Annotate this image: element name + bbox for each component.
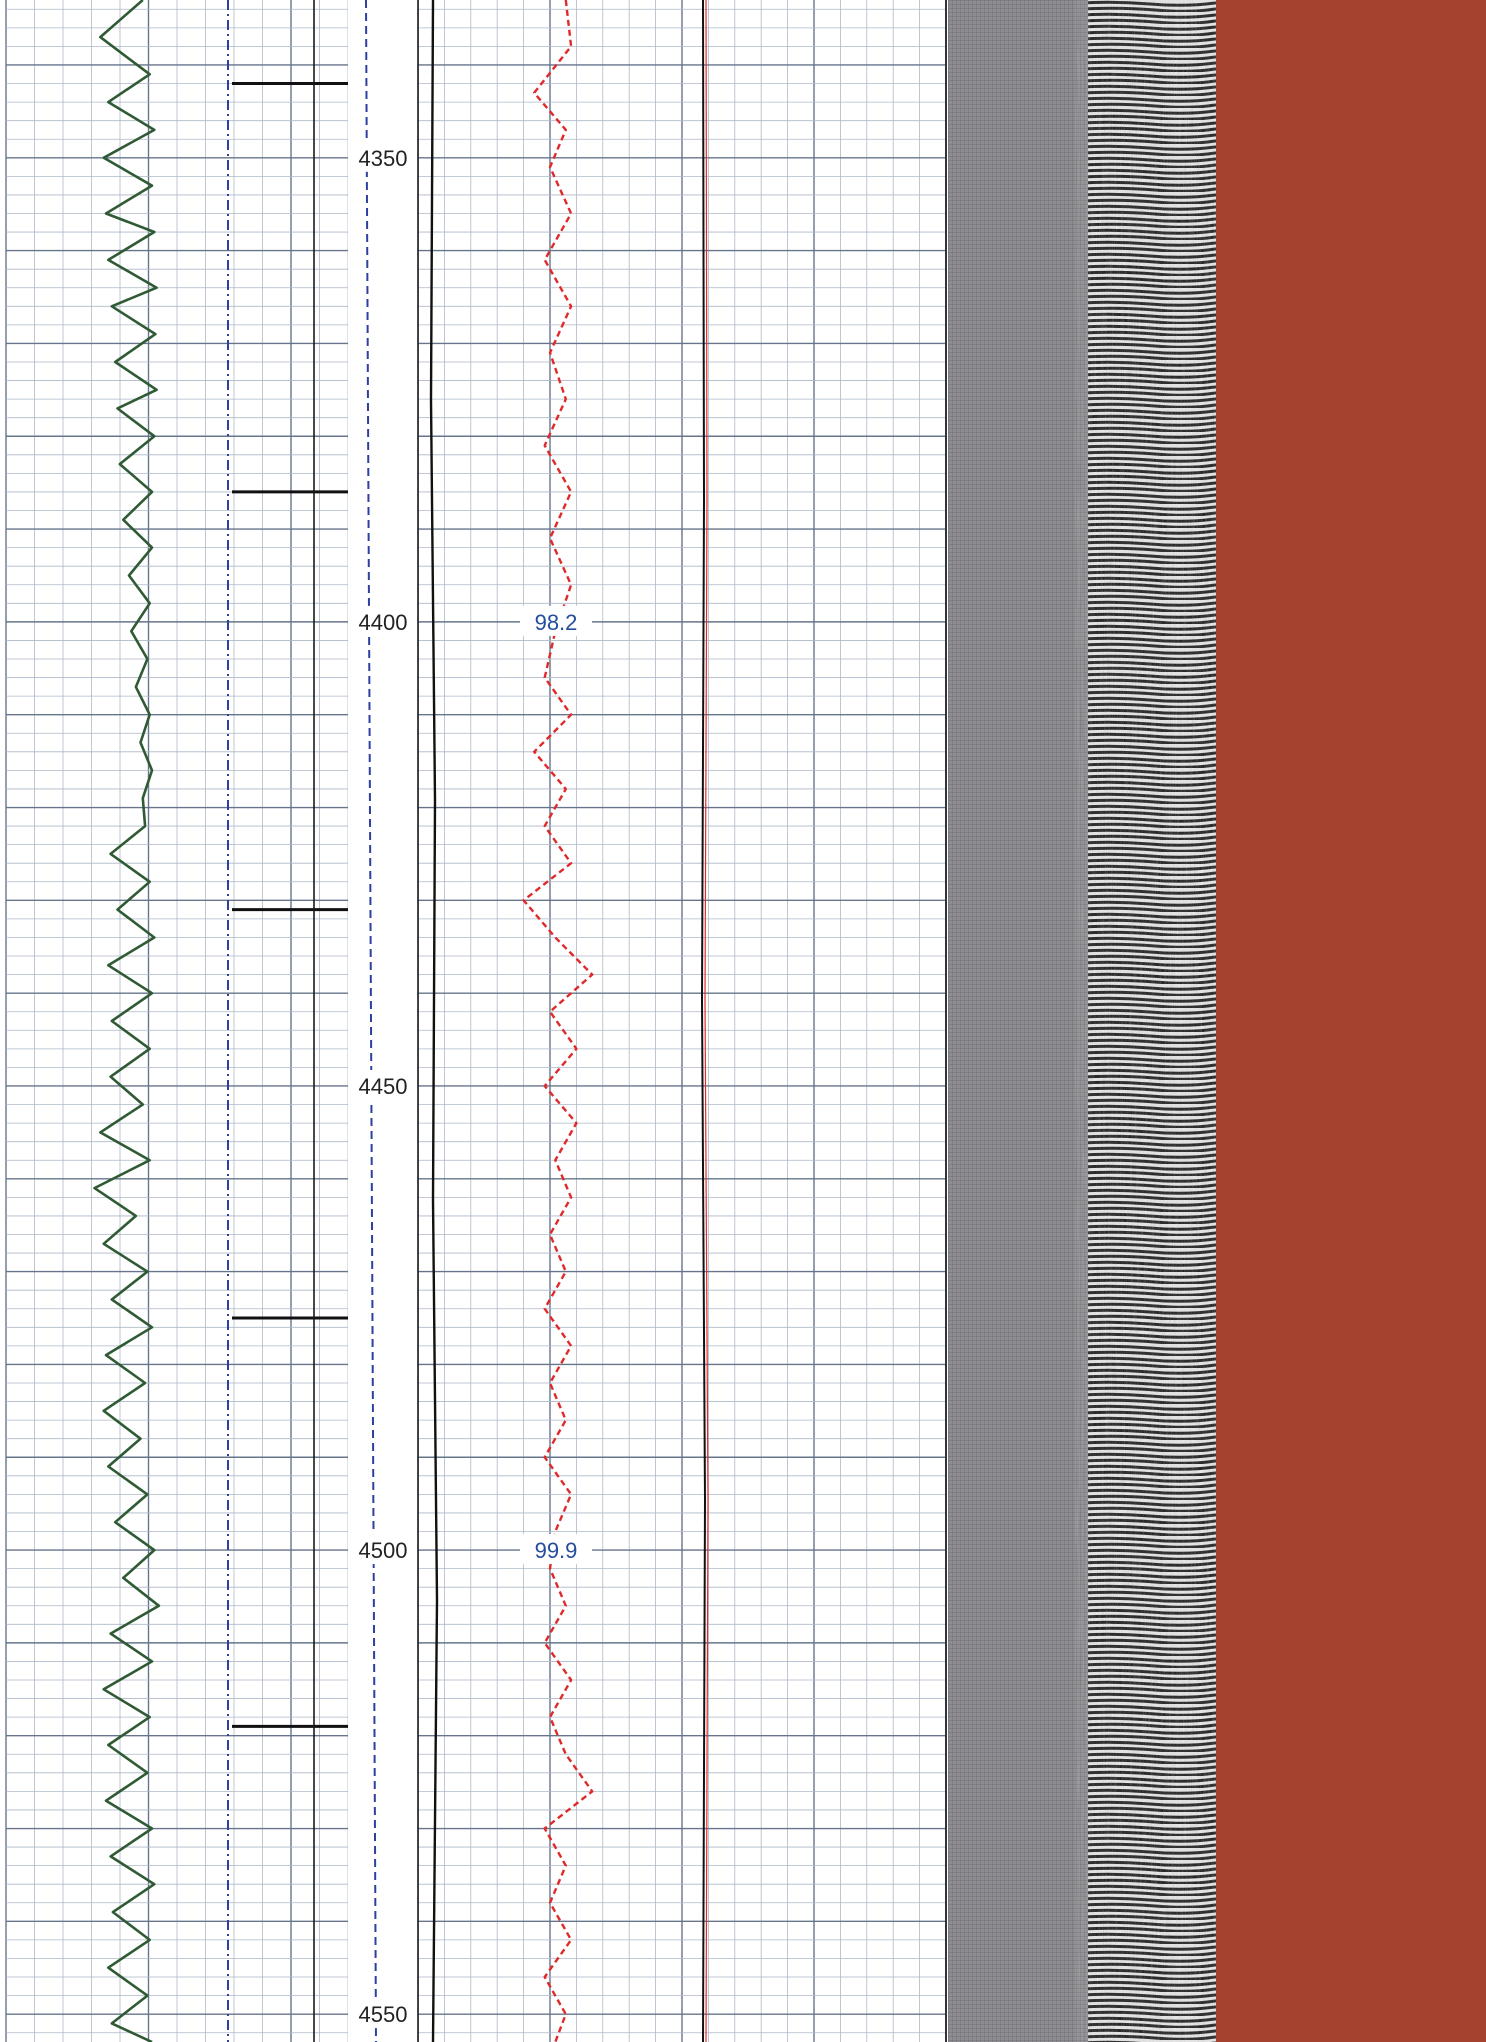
red-image-track [1216, 0, 1486, 2042]
log-curves [93, 0, 947, 2042]
value-annotations: 98.2 99.9 [520, 605, 592, 1565]
depth-label-bg [352, 1534, 414, 1565]
black-curve-right [700, 0, 707, 2042]
value-annotation: 99.9 [535, 1538, 578, 1563]
red-dashed-curve [522, 0, 594, 2042]
reference-dashed-line [365, 0, 377, 2042]
depth-track [348, 0, 418, 2042]
depth-label: 4350 [359, 146, 408, 171]
depth-label-bg [352, 1998, 414, 2029]
depth-label-bg [352, 141, 414, 172]
depth-label-bg [352, 605, 414, 636]
depth-label-bg [352, 1069, 414, 1100]
depth-label: 4400 [359, 610, 408, 635]
depth-ticks [232, 82, 348, 1728]
red-curve-right [704, 0, 709, 2042]
black-curve-left [429, 0, 439, 2042]
depth-label: 4500 [359, 1538, 408, 1563]
value-annotation-bg [520, 1534, 592, 1565]
variable-density-grain [1088, 0, 1216, 2042]
value-annotation: 98.2 [535, 610, 578, 635]
depth-label: 4450 [359, 1074, 408, 1099]
right-track-grid [417, 0, 947, 2042]
depth-label: 4550 [359, 2002, 408, 2027]
left-track-grid [5, 0, 349, 2042]
depth-labels: 4350 4400 4450 4500 4550 [352, 141, 414, 2029]
gray-image-track [948, 0, 1088, 2042]
value-annotation-bg [520, 605, 592, 636]
gamma-ray-curve [93, 0, 161, 2042]
